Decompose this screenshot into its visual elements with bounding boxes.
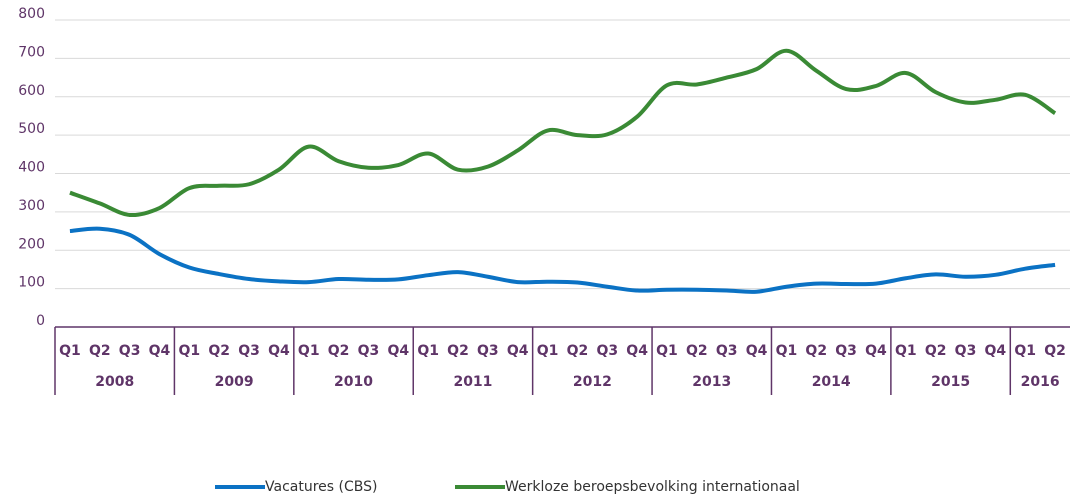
x-tick-label: Q2 (89, 343, 111, 359)
x-tick-label: Q4 (149, 343, 171, 359)
x-tick-label: Q4 (626, 343, 648, 359)
y-tick-label: 300 (18, 198, 45, 214)
series-line (69, 226, 1056, 294)
x-tick-label: Q2 (328, 343, 350, 359)
x-tick-label: Q3 (596, 343, 618, 359)
x-tick-label: Q2 (925, 343, 947, 359)
x-group-label: 2014 (812, 374, 851, 390)
x-tick-label: Q1 (656, 343, 678, 359)
x-tick-label: Q4 (985, 343, 1007, 359)
x-tick-label: Q1 (895, 343, 917, 359)
x-tick-label: Q2 (805, 343, 827, 359)
legend-label: Werkloze beroepsbevolking internationaal (505, 479, 800, 495)
x-tick-label: Q2 (686, 343, 708, 359)
x-tick-label: Q3 (358, 343, 380, 359)
x-tick-label: Q3 (477, 343, 499, 359)
x-tick-label: Q4 (387, 343, 409, 359)
x-tick-label: Q1 (537, 343, 559, 359)
x-tick-label: Q2 (567, 343, 589, 359)
y-tick-label: 800 (18, 6, 45, 22)
x-group-label: 2010 (334, 374, 373, 390)
x-group-label: 2013 (692, 374, 731, 390)
x-group-label: 2012 (573, 374, 612, 390)
x-tick-label: Q1 (776, 343, 798, 359)
y-tick-label: 200 (18, 236, 45, 252)
x-group-label: 2016 (1021, 374, 1060, 390)
x-tick-label: Q3 (238, 343, 260, 359)
x-tick-label: Q4 (507, 343, 529, 359)
x-tick-label: Q1 (59, 343, 81, 359)
x-tick-label: Q3 (955, 343, 977, 359)
y-tick-label: 500 (18, 121, 45, 137)
x-tick-label: Q3 (716, 343, 738, 359)
x-tick-label: Q2 (447, 343, 469, 359)
x-group-label: 2011 (453, 374, 492, 390)
x-tick-label: Q1 (417, 343, 439, 359)
x-tick-label: Q4 (865, 343, 887, 359)
legend-label: Vacatures (CBS) (265, 479, 377, 495)
y-tick-label: 0 (36, 313, 45, 329)
y-tick-label: 700 (18, 44, 45, 60)
x-tick-label: Q2 (208, 343, 230, 359)
x-tick-label: Q3 (835, 343, 857, 359)
series-line (69, 48, 1057, 218)
y-tick-label: 100 (18, 275, 45, 291)
x-tick-label: Q4 (746, 343, 768, 359)
y-tick-label: 600 (18, 83, 45, 99)
x-tick-label: Q1 (298, 343, 320, 359)
x-tick-label: Q1 (1014, 343, 1036, 359)
x-tick-label: Q4 (268, 343, 290, 359)
x-tick-label: Q1 (179, 343, 201, 359)
x-group-label: 2009 (215, 374, 254, 390)
x-group-label: 2015 (931, 374, 970, 390)
x-group-label: 2008 (95, 374, 134, 390)
x-tick-label: Q3 (119, 343, 141, 359)
y-tick-label: 400 (18, 160, 45, 176)
x-tick-label: Q2 (1044, 343, 1066, 359)
